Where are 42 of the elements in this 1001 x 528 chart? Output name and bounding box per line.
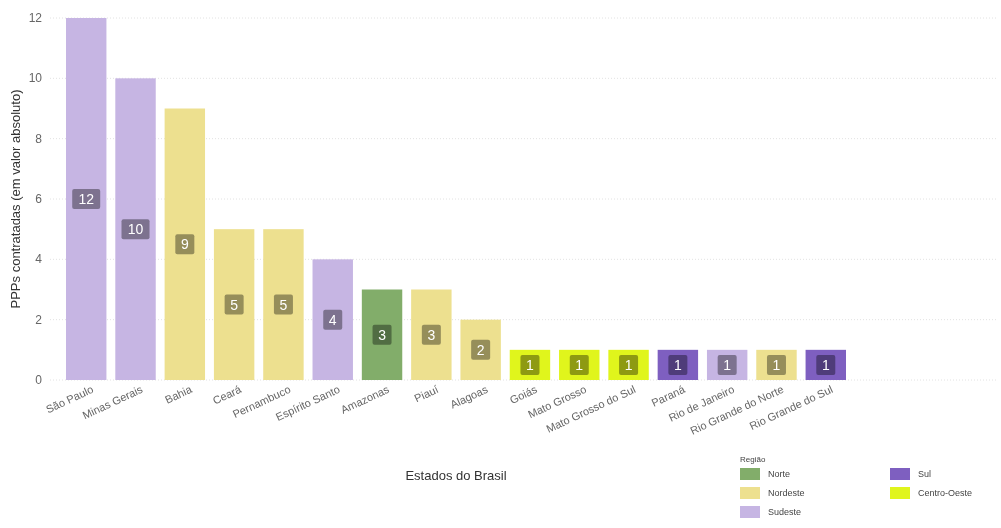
bar (115, 78, 156, 380)
data-label: 1 (624, 356, 633, 373)
data-label: 1 (575, 356, 584, 373)
data-label: 2 (476, 341, 485, 358)
data-label: 10 (127, 221, 144, 238)
y-tick-label: 12 (28, 11, 43, 25)
bar (361, 289, 403, 380)
data-label: 12 (78, 191, 95, 207)
bar (164, 108, 206, 380)
legend-label: Nordeste (768, 488, 805, 498)
x-tick-label: Bahia (163, 382, 195, 406)
data-label: 5 (230, 296, 239, 313)
y-axis-title: PPPs contratadas (em valor absoluto) (8, 89, 23, 309)
data-label: 3 (427, 326, 436, 343)
legend-label: Norte (768, 469, 791, 479)
y-tick-label: 8 (35, 131, 43, 146)
y-tick-label: 2 (35, 312, 43, 327)
x-tick-label: Goiás (507, 382, 540, 406)
legend-label: Sudeste (768, 507, 802, 517)
y-tick-label: 10 (28, 71, 43, 86)
data-label: 1 (723, 356, 732, 373)
x-axis-title: Estados do Brasil (405, 468, 507, 483)
data-label: 1 (772, 356, 781, 373)
data-label: 9 (180, 236, 189, 253)
y-tick-label: 6 (35, 192, 43, 206)
y-tick-label: 0 (35, 373, 43, 387)
data-label: 5 (279, 296, 288, 313)
bar (213, 229, 255, 380)
bar (411, 289, 452, 380)
data-label: 3 (378, 326, 387, 343)
data-label: 1 (821, 356, 830, 373)
bar (263, 229, 304, 380)
data-label: 1 (673, 356, 682, 373)
data-label: 4 (328, 311, 337, 328)
x-tick-label: Piauí (412, 382, 441, 405)
legend-label: Centro-Oeste (918, 488, 973, 498)
bar (312, 259, 353, 380)
legend-title: Região (740, 455, 766, 464)
bar (66, 18, 107, 380)
y-tick-label: 4 (35, 252, 43, 267)
data-label: 1 (526, 356, 535, 373)
legend-label: Sul (918, 469, 932, 479)
